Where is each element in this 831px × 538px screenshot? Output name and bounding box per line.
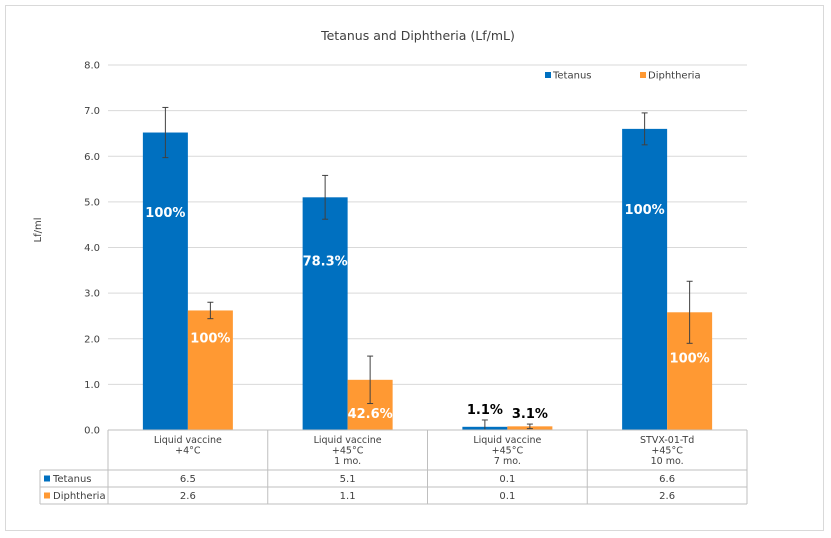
- y-tick-label: 8.0: [84, 61, 100, 72]
- data-label: 1.1%: [467, 403, 503, 418]
- x-category-label: +45°C: [492, 446, 524, 457]
- y-tick-label: 7.0: [84, 106, 100, 117]
- bar-diphtheria: [187, 310, 233, 430]
- y-tick-label: 3.0: [84, 289, 100, 300]
- data-label: 3.1%: [512, 407, 548, 422]
- data-labels: 100% 78.3% 1.1% 100% 100% 42.6% 3.1% 100%: [145, 203, 709, 422]
- x-category-label: Liquid vaccine: [473, 435, 541, 446]
- table-cell: 5.1: [340, 474, 356, 485]
- table-cell: 6.5: [180, 474, 196, 485]
- chart-title: Tetanus and Diphtheria (Lf/mL): [320, 28, 515, 43]
- data-label: 100%: [670, 351, 710, 366]
- x-category-label: STVX-01-Td: [640, 435, 694, 446]
- data-label: 100%: [190, 331, 230, 346]
- legend: Tetanus Diphtheria: [545, 71, 701, 82]
- table-cell: 6.6: [659, 474, 675, 485]
- y-tick-label: 1.0: [84, 380, 100, 391]
- y-tick-label: 6.0: [84, 152, 100, 163]
- x-category-label: 10 mo.: [651, 456, 684, 467]
- x-category-label: 1 mo.: [334, 456, 361, 467]
- data-label: 78.3%: [303, 254, 348, 269]
- x-category-label: Liquid vaccine: [154, 435, 222, 446]
- bar-tetanus: [622, 128, 668, 430]
- table-cell: 2.6: [659, 491, 675, 502]
- bar-tetanus: [142, 132, 188, 430]
- x-category-label: +4°C: [175, 446, 201, 457]
- y-tick-label: 0.0: [84, 426, 100, 437]
- legend-swatch-tetanus: [545, 72, 551, 78]
- y-tick-label: 4.0: [84, 243, 100, 254]
- chart-frame: [5, 5, 824, 531]
- y-tick-label: 2.0: [84, 334, 100, 345]
- table-cell: 2.6: [180, 491, 196, 502]
- x-category-label: Liquid vaccine: [314, 435, 382, 446]
- table-cell: 0.1: [499, 491, 515, 502]
- table-cell: 0.1: [499, 474, 515, 485]
- y-tick-label: 5.0: [84, 197, 100, 208]
- legend-swatch-diphtheria: [640, 72, 646, 78]
- y-axis-label: Lf/ml: [33, 218, 44, 243]
- table-cell: 1.1: [340, 491, 356, 502]
- legend-label-tetanus: Tetanus: [552, 71, 592, 82]
- data-label: 100%: [625, 203, 665, 218]
- bars: [142, 128, 713, 430]
- x-category-label: 7 mo.: [494, 456, 521, 467]
- x-category-label: +45°C: [332, 446, 364, 457]
- table-row-label: Tetanus: [52, 474, 92, 485]
- table-key-tetanus: [44, 475, 50, 482]
- table-row-label: Diphtheria: [53, 491, 106, 502]
- y-tick-labels: 0.0 1.0 2.0 3.0 4.0 5.0 6.0 7.0 8.0: [84, 61, 100, 437]
- data-label: 100%: [145, 206, 185, 221]
- data-label: 42.6%: [348, 407, 393, 422]
- x-category-label: +45°C: [651, 446, 683, 457]
- legend-label-diphtheria: Diphtheria: [648, 71, 701, 82]
- bar-tetanus: [302, 197, 348, 430]
- table-key-diphtheria: [44, 492, 50, 499]
